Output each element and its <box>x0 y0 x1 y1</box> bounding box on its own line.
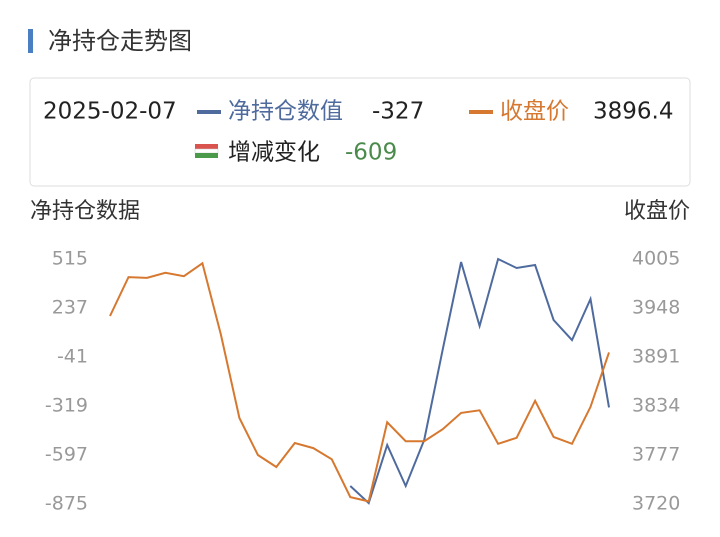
y2-tick-label: 3777 <box>632 444 680 466</box>
readout-box <box>29 77 691 187</box>
legend-label: 净持仓数值 <box>228 99 343 125</box>
legend-label: 收盘价 <box>500 99 569 125</box>
readout-value: 3896.4 <box>593 99 673 125</box>
y-tick-label: -597 <box>45 444 88 466</box>
y-tick-label: 515 <box>52 248 88 270</box>
y-tick-label: 237 <box>52 297 88 319</box>
y2-tick-label: 3891 <box>632 346 680 368</box>
y-axis-label: 净持仓数据 <box>30 199 140 224</box>
title-marker <box>28 29 33 53</box>
y2-axis-label: 收盘价 <box>624 199 690 224</box>
y2-tick-label: 3720 <box>632 493 680 515</box>
change-value: -609 <box>345 140 397 166</box>
y-tick-label: -875 <box>45 493 88 515</box>
series-line <box>349 257 610 505</box>
readout-value: -327 <box>372 99 424 125</box>
y-tick-label: -319 <box>45 395 88 417</box>
y2-tick-label: 3948 <box>632 297 680 319</box>
series-line <box>109 261 610 503</box>
chart-title: 净持仓走势图 <box>48 27 192 55</box>
change-icon <box>194 144 219 158</box>
y2-tick-label: 3834 <box>632 395 680 417</box>
y-tick-label: -41 <box>57 346 88 368</box>
change-label: 增减变化 <box>228 140 320 166</box>
readout-date: 2025-02-07 <box>43 99 177 125</box>
y2-tick-label: 4005 <box>632 248 680 270</box>
